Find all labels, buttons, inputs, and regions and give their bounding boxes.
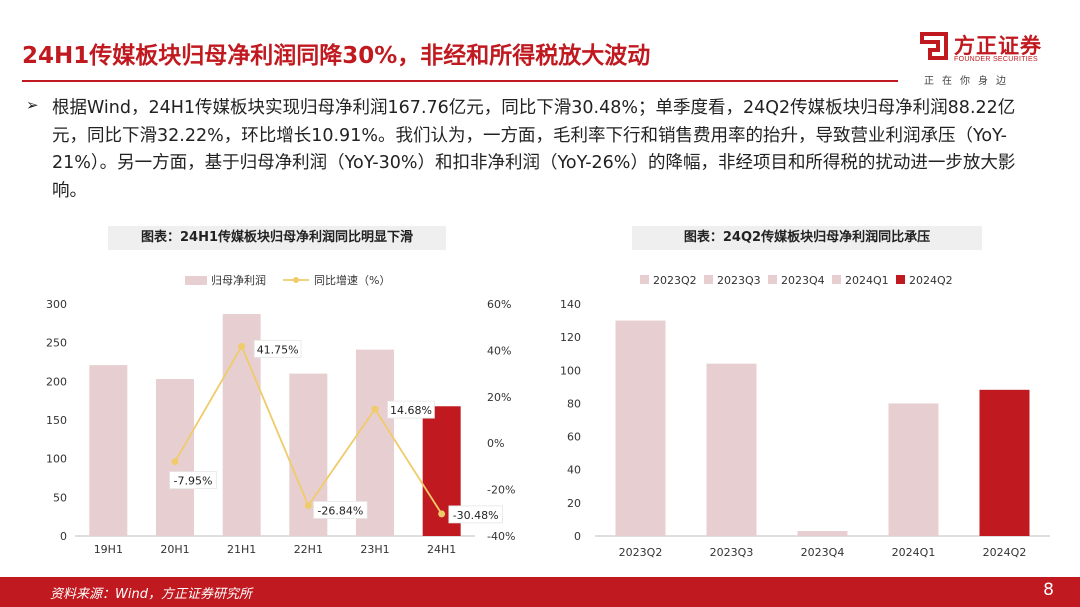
chart2-x-tick: 2023Q2: [619, 546, 663, 559]
chart2-y-tick: 0: [574, 530, 581, 543]
chart2-x-tick: 2024Q1: [892, 546, 936, 559]
chart1-y2-tick: -20%: [487, 484, 515, 497]
chart1-x-tick: 23H1: [360, 543, 389, 556]
chart1-y2-tick: 20%: [487, 391, 511, 404]
chart1-bar: [89, 365, 128, 536]
chart2-title: 图表：24Q2传媒板块归母净利润同比承压: [632, 226, 982, 250]
chart2-y-tick: 140: [560, 298, 581, 311]
chart2-y-tick: 120: [560, 331, 581, 344]
chart1-x-tick: 22H1: [294, 543, 323, 556]
chart1-title: 图表：24H1传媒板块归母净利润同比明显下滑: [108, 226, 446, 250]
chart1-x-tick: 24H1: [427, 543, 456, 556]
title-underline: [22, 80, 898, 82]
chart1-legend-line-label: 同比增速（%）: [314, 273, 390, 287]
chart1-data-label: 41.75%: [257, 343, 299, 356]
chart2-y-tick: 60: [567, 431, 581, 444]
chart1-x-tick: 21H1: [227, 543, 256, 556]
chart1-data-label: 14.68%: [390, 404, 432, 417]
chart1-y-tick: 200: [46, 375, 67, 388]
chart2-y-tick: 20: [567, 497, 581, 510]
chart2-bar: [979, 389, 1030, 536]
chart2-legend-label: 2024Q2: [909, 274, 953, 287]
chart2-y-tick: 40: [567, 464, 581, 477]
chart2-bar: [888, 403, 939, 536]
chart1-x-tick: 19H1: [94, 543, 123, 556]
chart1-y-tick: 250: [46, 337, 67, 350]
logo-name: 方正证券: [954, 34, 1042, 58]
chart1-legend-line-marker: [293, 277, 299, 283]
chart2-y-tick: 100: [560, 364, 581, 377]
founder-logo-icon: [920, 32, 948, 60]
logo-english: FOUNDER SECURITIES: [954, 56, 1038, 63]
chart1-y2-tick: 0%: [487, 437, 504, 450]
slide-title: 24H1传媒板块归母净利润同降30%，非经和所得税放大波动: [22, 43, 651, 69]
chart2-legend-swatch: [640, 275, 649, 284]
chart1-data-label-box: [253, 339, 302, 358]
chart1-legend-bar-swatch: [185, 276, 207, 285]
chart2-legend-label: 2024Q1: [845, 274, 889, 287]
footer-bar: [0, 577, 1080, 607]
chart2-bar: [706, 363, 757, 536]
chart2-x-tick: 2023Q3: [710, 546, 754, 559]
page-number: 8: [1043, 580, 1054, 600]
chart1-y2-tick: 40%: [487, 344, 511, 357]
chart1-growth-point: [371, 405, 379, 413]
chart2-legend-swatch: [832, 275, 841, 284]
chart1-data-label-box: [387, 400, 435, 419]
chart1-growth-point: [171, 458, 179, 466]
chart1-data-label: -26.84%: [317, 504, 363, 517]
bullet-text: 根据Wind，24H1传媒板块实现归母净利润167.76亿元，同比下滑30.48…: [52, 98, 1016, 201]
chart1-growth-point: [438, 510, 446, 518]
chart2-legend-swatch: [704, 275, 713, 284]
source-note: 资料来源：Wind，方正证券研究所: [50, 587, 252, 602]
chart1-y-tick: 50: [53, 491, 67, 504]
chart1-legend-bar-label: 归母净利润: [211, 273, 266, 287]
chart2-x-tick: 2023Q4: [801, 546, 845, 559]
logo-slogan: 正在你身边: [924, 76, 1014, 87]
chart2-legend-swatch: [768, 275, 777, 284]
chart1-y-tick: 300: [46, 298, 67, 311]
company-logo: 方正证券 FOUNDER SECURITIES 正在你身边: [920, 30, 1060, 88]
chart2-bar: [797, 531, 848, 536]
chart1-y-tick: 0: [60, 530, 67, 543]
chart1-y-tick: 100: [46, 453, 67, 466]
chart2-legend-label: 2023Q4: [781, 274, 825, 287]
chart1-data-label-box: [313, 501, 368, 519]
chart2-y-tick: 80: [567, 397, 581, 410]
chart1-growth-point: [304, 501, 312, 509]
chart1-data-label: -30.48%: [453, 509, 499, 522]
chart2-legend-label: 2023Q3: [717, 274, 761, 287]
chart1-y-tick: 150: [46, 414, 67, 427]
chart1-data-label-box: [448, 505, 503, 524]
chart1-y2-tick: 60%: [487, 298, 511, 311]
chart2-x-tick: 2024Q2: [983, 546, 1027, 559]
bullet-arrow-icon: ➢: [26, 96, 39, 114]
chart1-bar: [156, 379, 194, 536]
chart1-data-label: -7.95%: [174, 475, 213, 488]
chart1-x-tick: 20H1: [160, 543, 189, 556]
chart1-growth-point: [238, 342, 246, 350]
chart1-data-label-box: [169, 471, 217, 490]
chart2-legend-label: 2023Q2: [653, 274, 697, 287]
chart1-y2-tick: -40%: [487, 530, 515, 543]
chart2-bar: [615, 320, 666, 536]
chart2-legend-swatch: [896, 275, 905, 284]
